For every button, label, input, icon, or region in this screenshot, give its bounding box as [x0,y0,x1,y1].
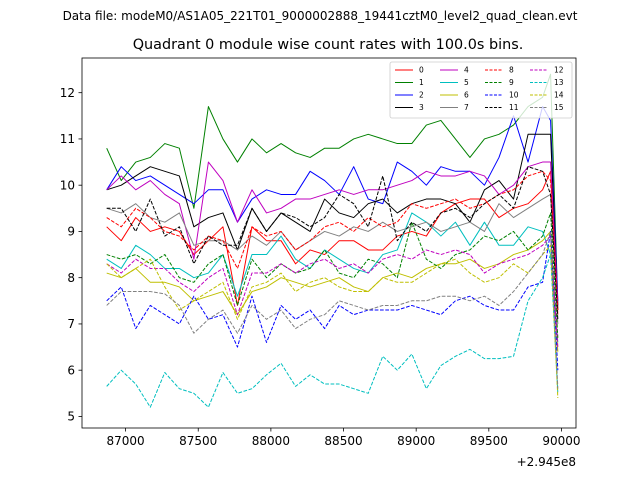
legend-label-12: 12 [554,66,564,75]
series-line-12 [106,235,559,348]
series-line-13 [106,254,559,408]
y-axis: 5 6 7 8 9 10 11 12 [60,86,82,424]
y-tick-label: 8 [67,271,75,285]
x-axis: 87000 87500 88000 88500 89000 89500 90000 [106,428,581,448]
series-line-11 [106,166,559,320]
series-line-5 [106,212,559,343]
x-tick-label: 87500 [179,434,217,448]
legend-label-1: 1 [419,78,424,87]
chart-suptitle: Data file: modeM0/AS1A05_221T01_90000028… [63,9,578,23]
legend-label-8: 8 [509,66,514,75]
legend-label-13: 13 [554,78,564,87]
series-layer [106,73,559,408]
x-tick-label: 89000 [397,434,435,448]
series-line-1 [106,73,559,306]
y-tick-label: 9 [67,225,75,239]
legend-label-4: 4 [464,66,469,75]
legend-box [389,61,573,119]
series-line-10 [106,230,559,371]
plot-area-frame [81,57,577,429]
series-line-4 [106,161,559,306]
y-tick-label: 10 [60,178,75,192]
legend-label-6: 6 [464,91,469,100]
series-line-15 [106,230,559,389]
y-tick-label: 11 [60,132,75,146]
series-line-14 [106,244,559,398]
legend-label-11: 11 [509,103,519,112]
legend-label-0: 0 [419,66,424,75]
series-line-6 [106,230,559,352]
x-tick-label: 88000 [252,434,290,448]
y-tick-label: 7 [67,317,75,331]
x-tick-label: 88500 [324,434,362,448]
series-line-3 [106,133,559,311]
legend-label-9: 9 [509,78,514,87]
x-tick-label: 87000 [106,434,144,448]
x-axis-offset-label: +2.945e8 [517,455,576,469]
legend-label-5: 5 [464,78,469,87]
legend-label-14: 14 [554,91,564,100]
legend-label-10: 10 [509,91,519,100]
legend-label-15: 15 [554,103,564,112]
x-tick-label: 89500 [470,434,508,448]
series-line-7 [106,193,559,324]
legend-label-7: 7 [464,103,469,112]
y-tick-label: 5 [67,410,75,424]
chart-title: Quadrant 0 module wise count rates with … [133,37,524,53]
y-tick-label: 12 [60,86,75,100]
legend-label-3: 3 [419,103,424,112]
series-line-9 [106,212,559,338]
y-tick-label: 6 [67,363,75,377]
x-tick-label: 90000 [542,434,580,448]
series-line-0 [106,170,559,315]
legend-label-2: 2 [419,91,424,100]
